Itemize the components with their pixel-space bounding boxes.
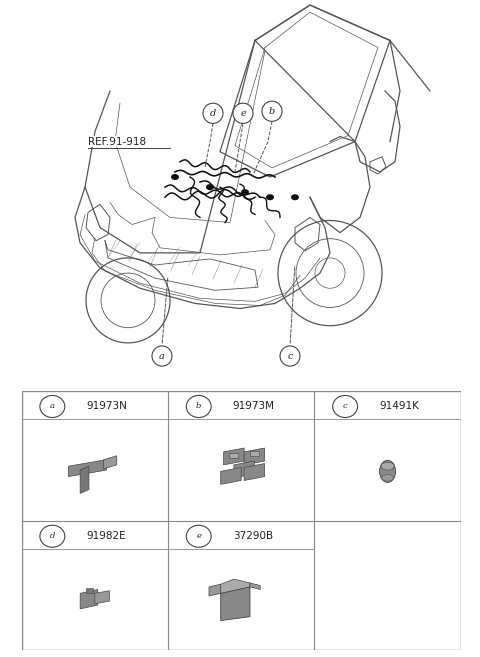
Circle shape bbox=[40, 525, 65, 547]
Polygon shape bbox=[80, 466, 89, 493]
Text: a: a bbox=[50, 403, 55, 411]
Bar bbox=[250, 451, 259, 456]
Text: 37290B: 37290B bbox=[233, 532, 273, 541]
Circle shape bbox=[280, 346, 300, 366]
Ellipse shape bbox=[291, 194, 299, 200]
Circle shape bbox=[186, 525, 211, 547]
Text: d: d bbox=[49, 532, 55, 540]
Polygon shape bbox=[209, 584, 221, 596]
FancyBboxPatch shape bbox=[86, 588, 93, 593]
Polygon shape bbox=[234, 461, 254, 478]
Circle shape bbox=[40, 396, 65, 417]
Text: c: c bbox=[343, 403, 348, 411]
Text: c: c bbox=[287, 351, 293, 361]
Circle shape bbox=[262, 101, 282, 122]
Polygon shape bbox=[104, 456, 117, 469]
Ellipse shape bbox=[241, 189, 249, 195]
Circle shape bbox=[186, 396, 211, 417]
Polygon shape bbox=[221, 468, 241, 484]
Polygon shape bbox=[221, 587, 250, 621]
Ellipse shape bbox=[382, 474, 394, 481]
Ellipse shape bbox=[266, 194, 274, 200]
Polygon shape bbox=[250, 583, 260, 589]
Text: 91491K: 91491K bbox=[379, 401, 419, 411]
Text: e: e bbox=[240, 109, 246, 118]
Polygon shape bbox=[95, 591, 109, 604]
Ellipse shape bbox=[171, 174, 179, 180]
Text: 91973N: 91973N bbox=[86, 401, 127, 411]
Text: b: b bbox=[196, 403, 202, 411]
Text: e: e bbox=[196, 532, 201, 540]
Text: a: a bbox=[159, 351, 165, 361]
Polygon shape bbox=[244, 448, 264, 465]
Polygon shape bbox=[69, 460, 107, 476]
Bar bbox=[229, 453, 238, 459]
Text: d: d bbox=[210, 109, 216, 118]
Text: 91973M: 91973M bbox=[232, 401, 274, 411]
Circle shape bbox=[203, 103, 223, 124]
Ellipse shape bbox=[380, 461, 396, 482]
Polygon shape bbox=[244, 464, 264, 480]
Circle shape bbox=[152, 346, 172, 366]
Text: b: b bbox=[269, 106, 275, 116]
Ellipse shape bbox=[381, 463, 394, 470]
Polygon shape bbox=[224, 448, 244, 465]
Polygon shape bbox=[80, 589, 98, 609]
Text: REF.91-918: REF.91-918 bbox=[88, 137, 146, 147]
Circle shape bbox=[333, 396, 358, 417]
Ellipse shape bbox=[206, 184, 214, 190]
Polygon shape bbox=[221, 579, 250, 593]
Text: 91982E: 91982E bbox=[87, 532, 126, 541]
Circle shape bbox=[233, 103, 253, 124]
